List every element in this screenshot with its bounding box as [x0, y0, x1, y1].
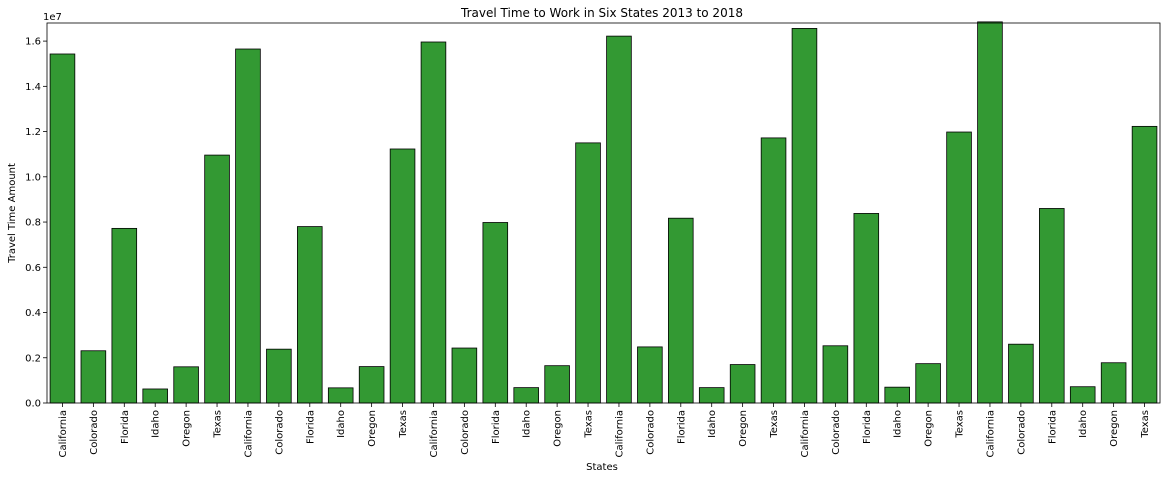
y-tick-label: 1.6 [25, 37, 41, 48]
bar-california-31 [977, 21, 1003, 404]
x-tick-label: Colorado [645, 410, 656, 455]
x-tick-label: California [243, 410, 254, 458]
bar-florida-9 [297, 226, 323, 404]
y-tick-label: 1.2 [25, 127, 41, 138]
x-tick-label: Florida [491, 410, 502, 444]
x-tick-label: Idaho [522, 410, 533, 438]
x-tick-label: Florida [862, 410, 873, 444]
bar-texas-6 [204, 154, 230, 404]
y-tick-label: 0.2 [25, 353, 41, 364]
x-tick-label: Idaho [151, 410, 162, 438]
x-tick-label: Colorado [831, 410, 842, 455]
bar-oregon-11 [358, 366, 385, 404]
bar-idaho-28 [884, 386, 910, 404]
x-tick-label: Colorado [1016, 410, 1027, 455]
x-axis: California Colorado Florida Idaho Oregon Texa… [58, 403, 1151, 458]
chart-title: Travel Time to Work in Six States 2013 t… [460, 6, 743, 20]
bar-florida-3 [111, 227, 138, 404]
bar-oregon-29 [915, 363, 941, 404]
x-axis-title: States [586, 462, 618, 473]
y-tick-label: 1.0 [25, 172, 41, 183]
bar-florida-27 [853, 213, 880, 404]
bar-colorado-32 [1008, 343, 1034, 404]
x-tick-label: Florida [120, 410, 131, 444]
bar-oregon-5 [173, 366, 199, 404]
x-tick-label: Oregon [1109, 410, 1120, 447]
bar-california-7 [235, 48, 261, 404]
bar-california-13 [420, 41, 447, 404]
bar-texas-18 [575, 142, 601, 404]
x-tick-label: Colorado [89, 410, 100, 455]
bar-idaho-34 [1069, 386, 1096, 404]
bar-idaho-16 [513, 387, 539, 404]
bars-group [49, 21, 1158, 404]
bar-california-25 [791, 28, 818, 404]
bar-idaho-22 [698, 387, 725, 404]
x-tick-label: Oregon [924, 410, 935, 447]
plot-frame [46, 22, 1161, 404]
x-tick-label: Florida [1047, 410, 1058, 444]
bar-texas-12 [389, 148, 416, 404]
y-axis-multiplier: 1e7 [43, 12, 62, 23]
x-tick-label: California [800, 410, 811, 458]
bar-idaho-4 [142, 388, 168, 404]
y-tick-label: 0.0 [25, 399, 41, 410]
bar-florida-15 [482, 222, 509, 404]
bar-oregon-17 [544, 365, 570, 404]
bar-colorado-14 [451, 347, 478, 404]
bar-colorado-8 [266, 348, 292, 404]
x-tick-label: Texas [213, 410, 224, 439]
x-tick-label: Colorado [274, 410, 285, 455]
x-tick-label: Oregon [367, 410, 378, 447]
x-tick-label: Texas [584, 410, 595, 439]
x-tick-label: Idaho [1078, 410, 1089, 438]
x-tick-label: Oregon [738, 410, 749, 447]
x-tick-label: Florida [676, 410, 687, 444]
bar-california-19 [606, 35, 632, 404]
y-tick-label: 0.6 [25, 263, 41, 274]
x-tick-label: Colorado [460, 410, 471, 455]
bar-texas-36 [1131, 125, 1158, 404]
x-tick-label: Texas [955, 410, 966, 439]
bar-idaho-10 [327, 387, 354, 404]
x-tick-label: Texas [398, 410, 409, 439]
x-tick-label: Idaho [893, 410, 904, 438]
x-tick-label: Idaho [336, 410, 347, 438]
x-tick-label: Texas [1140, 410, 1151, 439]
x-tick-label: Florida [305, 410, 316, 444]
x-tick-label: Oregon [553, 410, 564, 447]
x-tick-label: Idaho [707, 410, 718, 438]
y-tick-label: 1.4 [25, 82, 41, 93]
x-tick-label: California [429, 410, 440, 458]
y-axis-title: Travel Time Amount [7, 163, 18, 264]
y-tick-label: 0.8 [25, 218, 41, 229]
x-tick-label: California [58, 410, 69, 458]
bar-colorado-26 [822, 345, 849, 404]
bar-florida-21 [668, 217, 694, 404]
y-tick-label: 0.4 [25, 308, 41, 319]
bar-texas-30 [946, 131, 972, 404]
x-tick-label: Texas [769, 410, 780, 439]
bar-oregon-23 [729, 364, 756, 404]
bar-colorado-20 [637, 346, 663, 404]
bar-oregon-35 [1100, 362, 1127, 404]
y-axis: 0.0 0.2 0.4 0.6 0.8 1.0 1.2 1.4 1.6 [25, 37, 47, 410]
bar-florida-33 [1039, 208, 1065, 404]
x-tick-label: California [985, 410, 996, 458]
x-tick-label: Oregon [182, 410, 193, 447]
x-tick-label: California [614, 410, 625, 458]
bar-colorado-2 [80, 350, 107, 404]
bar-texas-24 [760, 137, 787, 404]
bar-california-1 [49, 53, 76, 404]
